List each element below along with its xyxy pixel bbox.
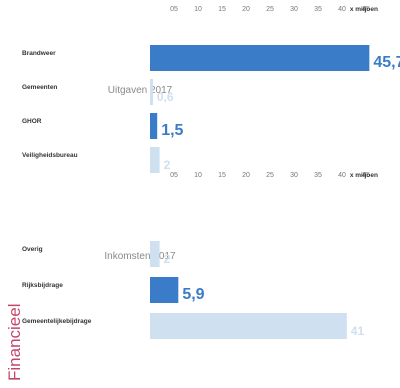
bar [150,79,153,105]
value-label: 1,5 [161,122,183,139]
tick-label: 25 [266,172,274,179]
tick-label: 30 [290,6,298,13]
value-label: 45,7 [373,54,400,71]
value-label: 2 [164,252,171,266]
unit-label: x miljoen [350,6,378,13]
chart-title: Inkomsten 2017 [104,251,176,262]
category-label: Overig [22,246,43,253]
category-label: GHOR [22,118,42,125]
bar [150,147,160,173]
bar [150,277,179,303]
category-label: Gemeentelijkebijdrage [22,318,92,325]
category-label: Rijksbijdrage [22,282,63,289]
chart-panel-2: Uitgaven 2017 Veiligheidsbureau 2 GHOR 1,5 Ge… [22,6,400,173]
tick-label: 20 [242,6,250,13]
category-label: Veiligheidsbureau [22,152,78,159]
chart-panel-1: Inkomsten 2017 Gemeentelijkebijdrage 41 Rij… [22,172,378,339]
section-title: Financieel [5,304,24,382]
tick-label: 45 [362,172,370,179]
tick-label: 30 [290,172,298,179]
bar [150,313,347,339]
tick-label: 35 [314,6,322,13]
bar [150,113,158,139]
tick-label: 40 [338,6,346,13]
value-label: 2 [164,158,171,172]
chart-title: Uitgaven 2017 [108,85,173,96]
value-label: 5,9 [182,286,204,303]
tick-label: 15 [218,172,226,179]
unit-label: x miljoen [350,172,378,179]
tick-label: 35 [314,172,322,179]
tick-label: 05 [170,6,178,13]
value-label: 0,6 [157,90,174,104]
bar [150,45,370,71]
tick-label: 45 [362,6,370,13]
tick-label: 40 [338,172,346,179]
tick-label: 10 [194,6,202,13]
tick-label: 05 [170,172,178,179]
category-label: Brandweer [22,50,56,57]
category-label: Gemeenten [22,84,57,91]
tick-label: 20 [242,172,250,179]
tick-label: 10 [194,172,202,179]
value-label: 41 [351,324,365,338]
tick-label: 25 [266,6,274,13]
tick-label: 15 [218,6,226,13]
bar [150,241,160,267]
